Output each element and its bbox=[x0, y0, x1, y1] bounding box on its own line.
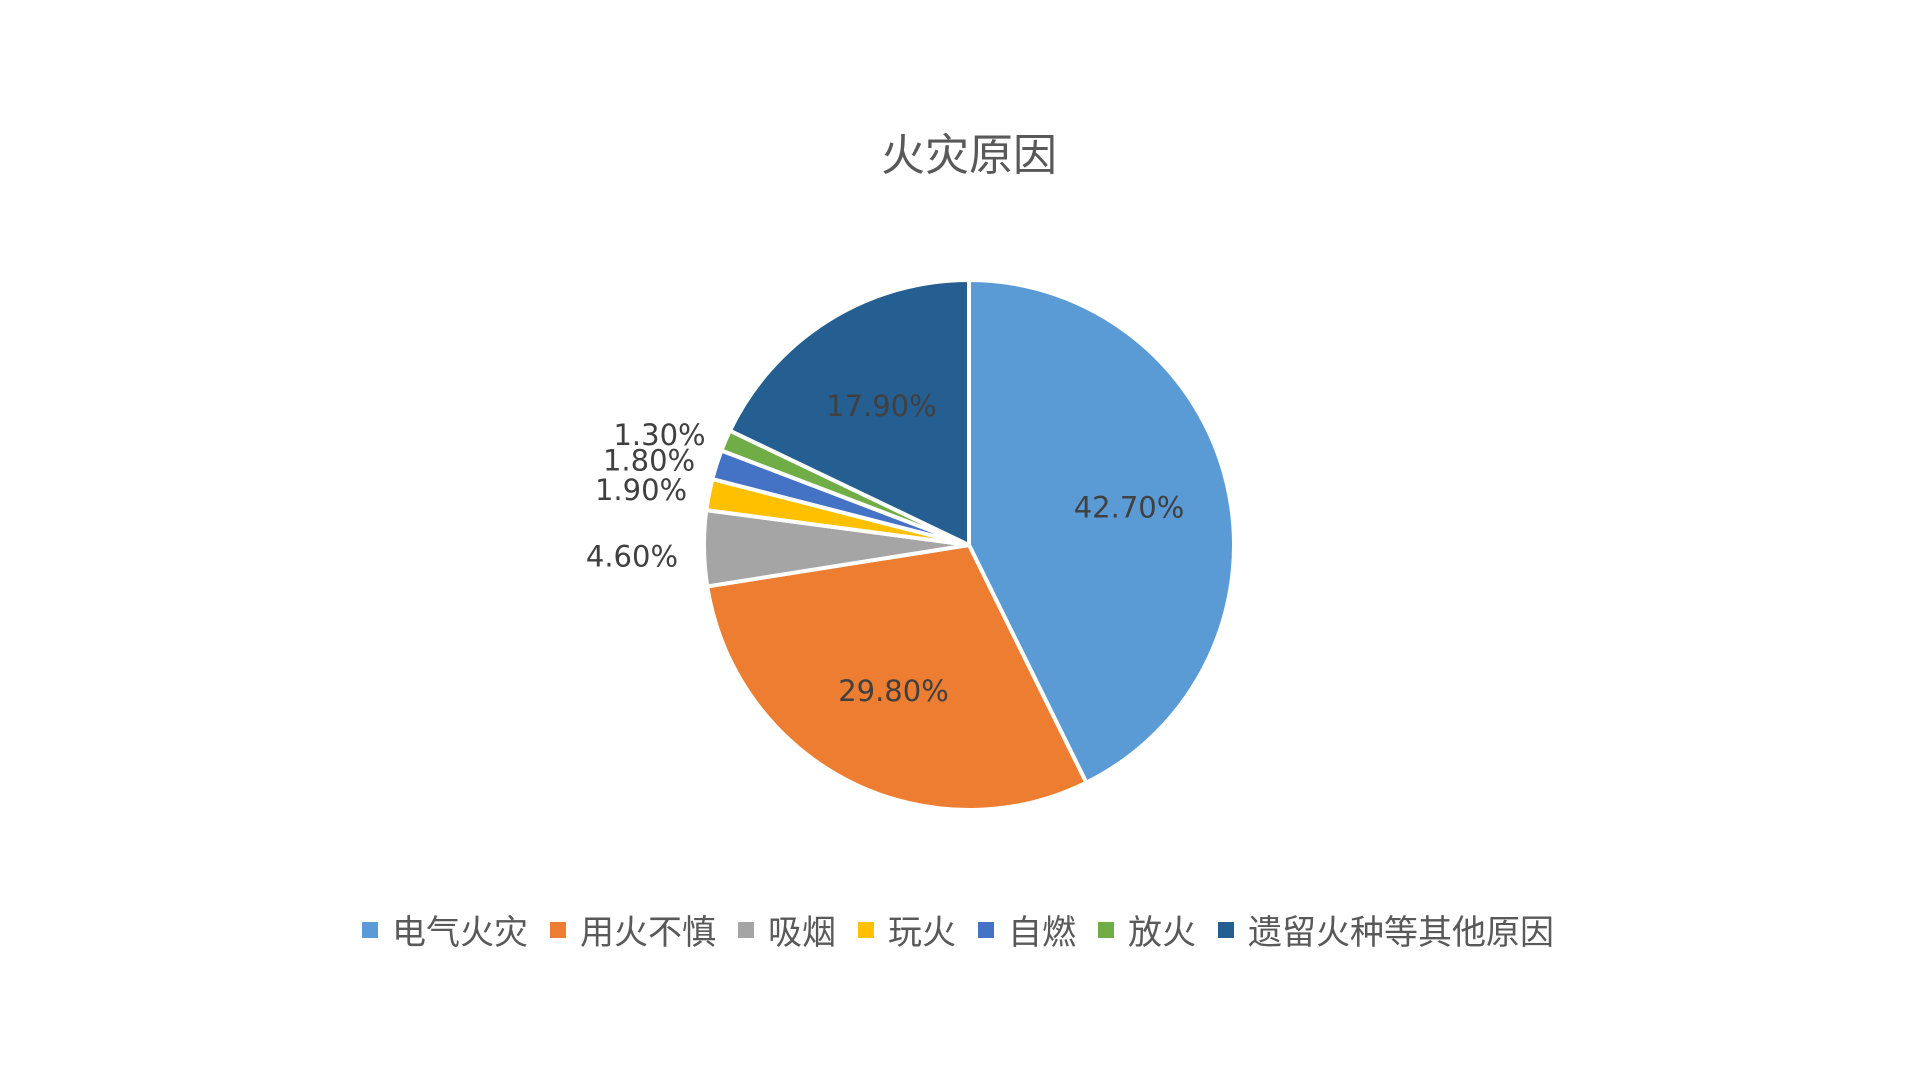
data-label-3: 1.90% bbox=[595, 473, 687, 507]
legend-swatch bbox=[362, 921, 378, 938]
legend-label: 电气火灾 bbox=[392, 913, 528, 953]
legend-item-2: 吸烟 bbox=[738, 905, 836, 954]
pie-slice-1 bbox=[704, 542, 1090, 812]
legend-item-6: 遗留火种等其他原因 bbox=[1218, 905, 1554, 954]
data-label-0: 42.70% bbox=[1074, 491, 1185, 525]
data-label-4: 1.80% bbox=[603, 443, 695, 477]
legend-swatch bbox=[738, 921, 754, 938]
legend-item-1: 用火不慎 bbox=[550, 905, 716, 954]
legend-label: 用火不慎 bbox=[580, 913, 716, 953]
legend-item-4: 自燃 bbox=[978, 905, 1076, 954]
legend-swatch bbox=[1218, 921, 1234, 938]
chart-title: 火灾原因 bbox=[881, 130, 1057, 181]
data-label-1: 29.80% bbox=[838, 674, 949, 708]
legend-label: 吸烟 bbox=[768, 913, 836, 953]
legend-item-5: 放火 bbox=[1098, 905, 1196, 954]
legend-swatch bbox=[1098, 921, 1114, 938]
data-label-2: 4.60% bbox=[586, 540, 678, 574]
legend-label: 放火 bbox=[1128, 913, 1196, 953]
data-label-5: 1.30% bbox=[613, 418, 705, 452]
pie-slice-6 bbox=[727, 277, 971, 549]
legend-label: 遗留火种等其他原因 bbox=[1248, 913, 1554, 953]
legend-swatch bbox=[978, 921, 994, 938]
legend-swatch bbox=[858, 921, 874, 938]
data-label-6: 17.90% bbox=[826, 389, 937, 423]
legend-item-3: 玩火 bbox=[858, 905, 956, 954]
legend-label: 自燃 bbox=[1008, 913, 1076, 953]
legend-item-0: 电气火灾 bbox=[362, 905, 528, 954]
legend: 电气火灾 用火不慎 吸烟 玩火 自燃 放火 遗留火种等其他原因 bbox=[0, 905, 1916, 954]
legend-label: 玩火 bbox=[888, 913, 956, 953]
pie-slice-0 bbox=[967, 277, 1236, 786]
legend-swatch bbox=[550, 921, 566, 938]
